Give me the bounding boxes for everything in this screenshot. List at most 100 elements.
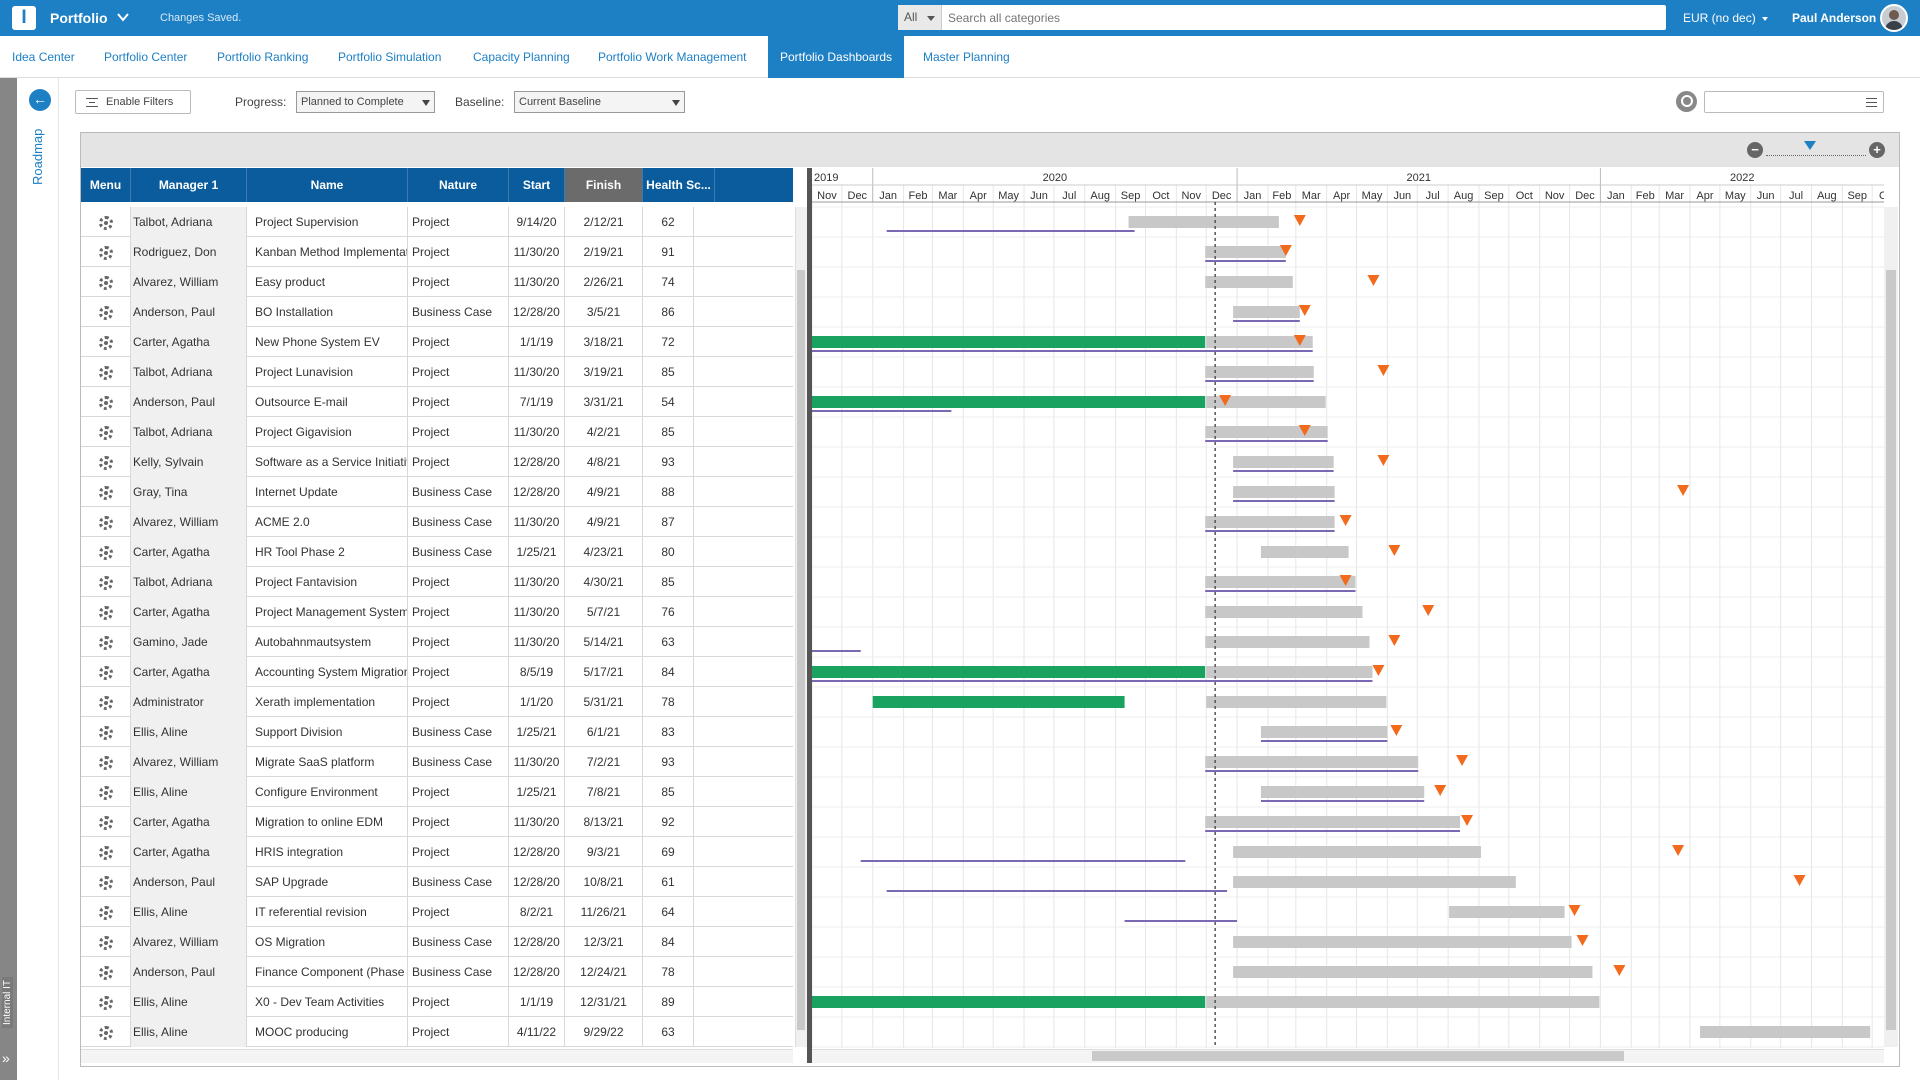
cell-name[interactable]: SAP Upgrade [247,867,408,897]
row-menu[interactable] [81,507,131,537]
table-row[interactable]: Carter, Agatha New Phone System EV Project… [81,327,793,357]
gear-icon[interactable] [98,365,113,380]
table-row[interactable]: Ellis, Aline X0 - Dev Team Activities Proj… [81,987,793,1017]
nav-master-planning[interactable]: Master Planning [923,50,1010,64]
cell-name[interactable]: Easy product [247,267,408,297]
row-menu[interactable] [81,567,131,597]
row-menu[interactable] [81,837,131,867]
table-row[interactable]: Talbot, Adriana Project Gigavision Project… [81,417,793,447]
gear-icon[interactable] [98,335,113,350]
table-row[interactable]: Anderson, Paul Outsource E-mail Project 7/1… [81,387,793,417]
search-scope-dropdown[interactable]: All [898,5,942,30]
zoom-out-icon[interactable]: − [1747,142,1763,158]
zoom-in-icon[interactable]: + [1869,142,1885,158]
menu-icon[interactable] [1866,98,1877,107]
workspace-label[interactable]: Internal IT [2,976,13,1028]
row-menu[interactable] [81,957,131,987]
cell-name[interactable]: Finance Component (Phase 1) [247,957,408,987]
gear-icon[interactable] [98,395,113,410]
gear-icon[interactable] [98,965,113,980]
baseline-dropdown[interactable]: Current Baseline [514,91,685,113]
enable-filters-button[interactable]: Enable Filters [75,90,191,114]
row-menu[interactable] [81,867,131,897]
gear-icon[interactable] [98,815,113,830]
row-menu[interactable] [81,537,131,567]
roadmap-label[interactable]: Roadmap [30,128,45,185]
grid-search-input[interactable] [1704,91,1884,113]
currency-selector[interactable]: EUR (no dec) [1683,11,1768,25]
nav-capacity-planning[interactable]: Capacity Planning [473,50,570,64]
zoom-slider[interactable] [1766,155,1866,156]
table-row[interactable]: Anderson, Paul BO Installation Business Ca… [81,297,793,327]
user-name[interactable]: Paul Anderson [1792,11,1877,25]
nav-portfolio-work-management[interactable]: Portfolio Work Management [598,50,747,64]
col-menu[interactable]: Menu [81,168,131,202]
gear-icon[interactable] [98,215,113,230]
row-menu[interactable] [81,807,131,837]
row-menu[interactable] [81,327,131,357]
row-menu[interactable] [81,597,131,627]
cell-name[interactable]: Outsource E-mail [247,387,408,417]
table-row[interactable]: Kelly, Sylvain Software as a Service Init… [81,447,793,477]
table-row[interactable]: Talbot, Adriana Project Fantavision Projec… [81,567,793,597]
cell-name[interactable]: IT referential revision [247,897,408,927]
row-menu[interactable] [81,207,131,237]
cell-name[interactable]: Software as a Service Initiative [247,447,408,477]
progress-dropdown[interactable]: Planned to Complete [296,91,435,113]
row-menu[interactable] [81,687,131,717]
gear-icon[interactable] [98,275,113,290]
grid-horizontal-scrollbar[interactable] [81,1049,793,1063]
cell-name[interactable]: Migrate SaaS platform [247,747,408,777]
col-finish[interactable]: Finish [565,168,643,202]
table-row[interactable]: Gamino, Jade Autobahnmautsystem Project 11/… [81,627,793,657]
cell-name[interactable]: Autobahnmautsystem [247,627,408,657]
cell-name[interactable]: Project Management System [247,597,408,627]
gear-icon[interactable] [98,425,113,440]
nav-portfolio-ranking[interactable]: Portfolio Ranking [217,50,309,64]
table-row[interactable]: Talbot, Adriana Project Supervision Projec… [81,207,793,237]
table-row[interactable]: Ellis, Aline Support Division Business Cas… [81,717,793,747]
row-menu[interactable] [81,657,131,687]
gear-icon[interactable] [98,545,113,560]
cell-name[interactable]: Configure Environment [247,777,408,807]
app-logo[interactable]: I [12,6,36,30]
table-row[interactable]: Alvarez, William OS Migration Business Cas… [81,927,793,957]
row-menu[interactable] [81,417,131,447]
nav-portfolio-dashboards[interactable]: Portfolio Dashboards [768,36,905,78]
gear-icon[interactable] [98,995,113,1010]
gear-icon[interactable] [98,755,113,770]
col-manager[interactable]: Manager 1 [131,168,247,202]
row-menu[interactable] [81,927,131,957]
table-row[interactable]: Carter, Agatha HRIS integration Project 12/… [81,837,793,867]
table-row[interactable]: Alvarez, William Migrate SaaS platform Bus… [81,747,793,777]
gear-icon[interactable] [98,845,113,860]
cell-name[interactable]: Project Lunavision [247,357,408,387]
search-input[interactable] [948,5,1648,30]
search-icon[interactable] [1676,91,1697,112]
row-menu[interactable] [81,387,131,417]
row-menu[interactable] [81,1017,131,1047]
gear-icon[interactable] [98,935,113,950]
row-menu[interactable] [81,717,131,747]
row-menu[interactable] [81,297,131,327]
cell-name[interactable]: OS Migration [247,927,408,957]
table-row[interactable]: Alvarez, William Easy product Project 11/30… [81,267,793,297]
col-nature[interactable]: Nature [408,168,509,202]
gear-icon[interactable] [98,725,113,740]
table-row[interactable]: Ellis, Aline IT referential revision Proje… [81,897,793,927]
cell-name[interactable]: BO Installation [247,297,408,327]
cell-name[interactable]: X0 - Dev Team Activities [247,987,408,1017]
cell-name[interactable]: Project Gigavision [247,417,408,447]
app-name[interactable]: Portfolio [50,10,108,26]
gear-icon[interactable] [98,575,113,590]
cell-name[interactable]: Kanban Method Implementation [247,237,408,267]
table-row[interactable]: Gray, Tina Internet Update Business Case 12… [81,477,793,507]
row-menu[interactable] [81,477,131,507]
table-row[interactable]: Talbot, Adriana Project Lunavision Project… [81,357,793,387]
col-name[interactable]: Name [247,168,408,202]
gear-icon[interactable] [98,905,113,920]
row-menu[interactable] [81,237,131,267]
chevron-down-icon[interactable] [116,10,130,24]
arrow-left-icon[interactable]: ← [29,89,51,111]
